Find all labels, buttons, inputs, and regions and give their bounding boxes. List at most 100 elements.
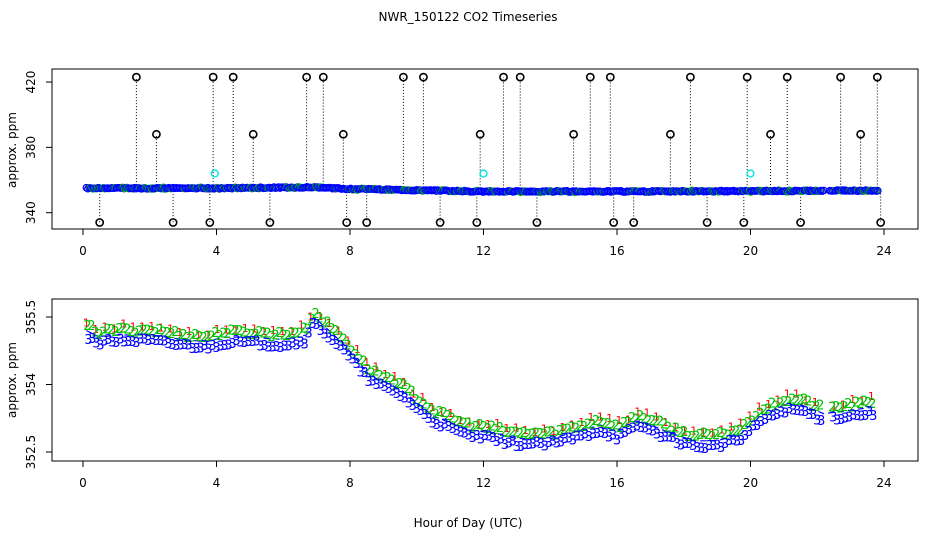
bottom-series-2-point: 2 xyxy=(360,355,368,370)
bottom-series-3-point: 3 xyxy=(124,335,132,350)
bottom-series-1-point: 1 xyxy=(158,321,165,334)
bottom-series-1-point: 1 xyxy=(625,414,632,427)
bottom-series-1-point: 1 xyxy=(681,425,688,438)
bottom-series-3-point: 3 xyxy=(393,387,401,402)
bottom-series-3-point: 3 xyxy=(216,339,224,354)
bottom-series-2-point: 2 xyxy=(119,322,127,337)
bottom-series-3-point: 3 xyxy=(593,427,601,442)
top-spike-high-marker xyxy=(302,72,312,82)
bottom-series-3-point: 3 xyxy=(533,435,541,450)
bottom-series-3-point: 3 xyxy=(561,432,569,447)
bottom-series-3-point: 3 xyxy=(284,340,292,355)
bottom-series-3-point: 3 xyxy=(469,431,477,446)
bottom-series-3-point: 3 xyxy=(697,442,705,457)
bottom-series-3-point: 3 xyxy=(781,407,789,422)
bottom-series-2-point: 2 xyxy=(700,427,708,442)
bottom-series-2-point: 2 xyxy=(323,315,331,330)
bottom-series-1-point: 1 xyxy=(765,398,772,411)
bottom-series-2-point: 2 xyxy=(87,319,95,334)
bottom-series-3-point: 3 xyxy=(148,333,156,348)
bottom-series-3-point: 3 xyxy=(377,378,385,393)
bottom-series-3-point: 3 xyxy=(401,391,409,406)
bottom-series-3-point: 3 xyxy=(256,340,264,355)
top-spike-low-marker xyxy=(796,218,805,227)
bottom-series-3-point: 3 xyxy=(809,408,817,423)
bottom-series-1-point: 1 xyxy=(531,426,538,439)
bottom-series-1-point: 1 xyxy=(186,325,193,338)
bottom-series-2-point: 2 xyxy=(488,420,496,435)
bottom-series-2-point: 2 xyxy=(171,325,179,340)
bottom-series-3-point: 3 xyxy=(417,404,425,419)
bottom-series-2-point: 2 xyxy=(424,402,432,417)
bottom-series-3-point: 3 xyxy=(260,339,268,354)
bottom-series-1-point: 1 xyxy=(344,334,351,347)
bottom-series-2-point: 2 xyxy=(740,418,748,433)
bottom-series-1-point: 1 xyxy=(616,414,623,427)
top-y-axis-label: approx. ppm xyxy=(5,112,19,188)
bottom-series-2-point: 2 xyxy=(139,323,147,338)
bottom-series-3-point: 3 xyxy=(324,331,332,346)
bottom-series-2-point: 2 xyxy=(315,311,323,326)
bottom-series-3-point: 3 xyxy=(521,438,529,453)
bottom-series-1-point: 1 xyxy=(858,395,865,408)
bottom-series-3-point: 3 xyxy=(429,417,437,432)
bottom-series-3-point: 3 xyxy=(477,433,485,448)
bottom-series-2-point: 2 xyxy=(215,329,223,344)
bottom-series-3-point: 3 xyxy=(865,405,873,420)
bottom-series-1-point: 1 xyxy=(849,393,856,406)
top-spike-high-marker xyxy=(782,72,792,82)
bottom-series-3-point: 3 xyxy=(841,412,849,427)
bottom-series-1-point: 1 xyxy=(550,425,557,438)
bottom-series-3-point: 3 xyxy=(272,340,280,355)
bottom-series-1-point: 1 xyxy=(316,310,323,323)
bottom-series-1-point: 1 xyxy=(167,322,174,335)
bottom-series-2-point: 2 xyxy=(388,374,396,389)
bottom-series-1-point: 1 xyxy=(391,370,398,383)
bottom-series-2-point: 2 xyxy=(780,395,788,410)
bottom-series-2-point: 2 xyxy=(588,417,596,432)
bottom-series-2-point: 2 xyxy=(384,371,392,386)
bottom-series-2-point: 2 xyxy=(548,425,556,440)
top-spike-high-marker xyxy=(872,72,882,82)
bottom-series-3-point: 3 xyxy=(164,337,172,352)
top-data-layer xyxy=(82,72,886,227)
bottom-series-2-point: 2 xyxy=(724,428,732,443)
bottom-series-2-point: 2 xyxy=(624,415,632,430)
bottom-series-3-point: 3 xyxy=(248,335,256,350)
bottom-series-3-point: 3 xyxy=(200,339,208,354)
top-cyan-point xyxy=(210,169,219,178)
bottom-series-1-point: 1 xyxy=(559,421,566,434)
bottom-series-2-point: 2 xyxy=(452,415,460,430)
bottom-series-2-point: 2 xyxy=(235,324,243,339)
bottom-series-1-point: 1 xyxy=(868,390,875,403)
top-spike-low-marker xyxy=(629,218,639,227)
bottom-series-2-point: 2 xyxy=(652,415,660,430)
bottom-series-3-point: 3 xyxy=(729,433,737,448)
bottom-series-3-point: 3 xyxy=(413,402,421,417)
bottom-series-3-point: 3 xyxy=(497,432,505,447)
bottom-series-3-point: 3 xyxy=(657,431,665,446)
bottom-series-3-point: 3 xyxy=(833,413,841,428)
bottom-x-tick-label: 16 xyxy=(609,476,624,490)
top-spike-high-marker xyxy=(419,72,428,82)
bottom-series-3-point: 3 xyxy=(212,341,220,356)
bottom-series-1-point: 1 xyxy=(148,320,155,333)
bottom-series-2-point: 2 xyxy=(704,428,712,443)
bottom-series-3-point: 3 xyxy=(361,366,369,381)
bottom-series-2-point: 2 xyxy=(336,330,344,345)
top-spike-low-marker xyxy=(205,218,215,227)
bottom-series-3-point: 3 xyxy=(449,422,457,437)
bottom-series-3-point: 3 xyxy=(349,352,357,367)
bottom-series-3-point: 3 xyxy=(669,431,677,446)
bottom-series-3-point: 3 xyxy=(845,410,853,425)
bottom-series-1-point: 1 xyxy=(410,387,417,400)
top-spike-high-marker xyxy=(585,72,595,82)
bottom-series-1-point: 1 xyxy=(298,319,305,332)
bottom-series-2-point: 2 xyxy=(656,415,664,430)
bottom-series-2-point: 2 xyxy=(788,393,796,408)
top-spike-low-marker xyxy=(532,218,542,227)
bottom-series-3-point: 3 xyxy=(541,440,549,455)
bottom-series-2-point: 2 xyxy=(243,328,251,343)
bottom-series-1-point: 1 xyxy=(457,414,464,427)
bottom-series-3-point: 3 xyxy=(292,338,300,353)
